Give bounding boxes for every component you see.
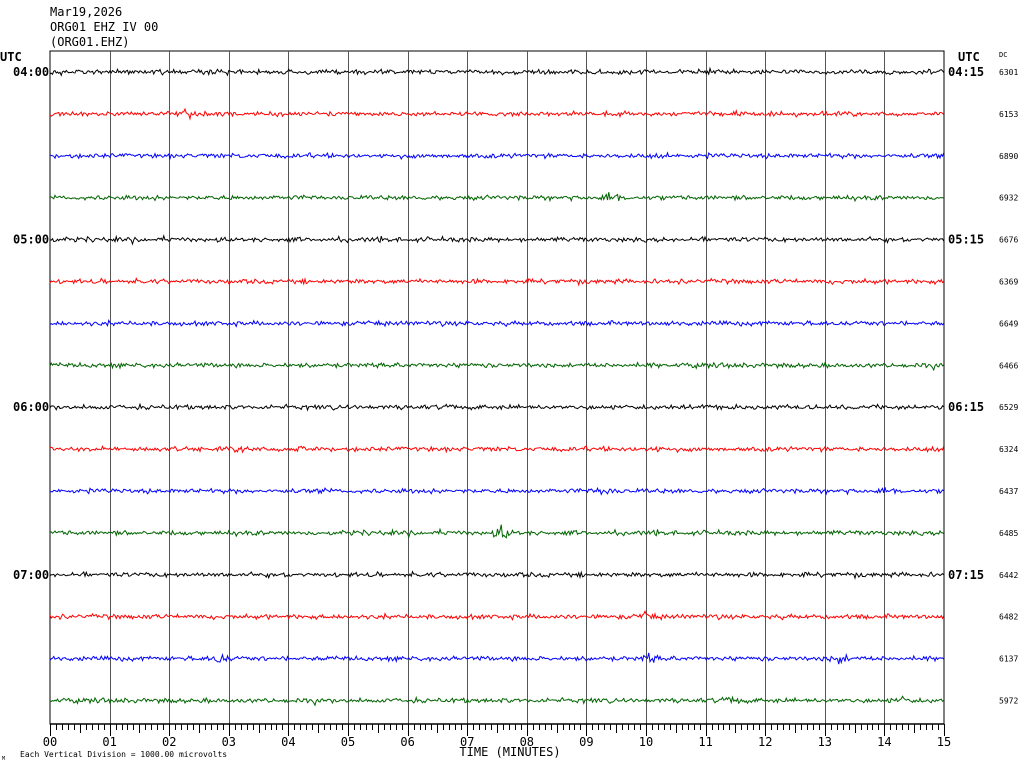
dc-offset-value: 6529 (999, 403, 1018, 412)
dc-offset-value: 6932 (999, 194, 1018, 203)
seismic-trace (49, 610, 945, 622)
hour-label-left: 05:00 (13, 233, 49, 247)
header-channel: ORG01 EHZ IV 00 (50, 20, 159, 34)
dc-offset-value: 6437 (999, 487, 1018, 496)
x-tick-label: 13 (818, 735, 832, 749)
utc-label-left: UTC (0, 50, 22, 64)
dc-offset-value: 6301 (999, 68, 1018, 77)
x-tick-label: 12 (758, 735, 772, 749)
x-tick-label: 08 (520, 735, 534, 749)
x-axis-title: TIME (MINUTES) (459, 745, 560, 759)
hour-label-right: 04:15 (948, 65, 984, 79)
x-tick-label: 06 (400, 735, 414, 749)
seismic-trace (49, 652, 945, 665)
x-tick-label: 03 (222, 735, 236, 749)
dc-label: DC (999, 51, 1007, 59)
seismic-trace (49, 695, 944, 707)
seismic-trace (49, 361, 945, 372)
seismic-trace (49, 570, 945, 580)
utc-label-right: UTC (958, 50, 980, 64)
header-station-code: (ORG01.EHZ) (50, 35, 130, 49)
hour-label-right: 07:15 (948, 568, 984, 582)
vertical-division-footnote: Each Vertical Division = 1000.00 microvo… (20, 750, 227, 759)
x-tick-label: 00 (43, 735, 57, 749)
corner-mark: M (2, 756, 5, 762)
dc-offset-value: 6890 (999, 152, 1018, 161)
x-tick-label: 02 (162, 735, 176, 749)
x-tick-label: 14 (877, 735, 891, 749)
seismic-trace (49, 318, 945, 328)
seismic-trace (49, 66, 945, 77)
hour-label-right: 06:15 (948, 400, 984, 414)
dc-offset-value: 6485 (999, 529, 1018, 538)
x-tick-label: 09 (579, 735, 593, 749)
hour-label-left: 07:00 (13, 568, 49, 582)
hour-label-right: 05:15 (948, 233, 984, 247)
seismic-trace (49, 444, 945, 454)
dc-offset-value: 5972 (999, 697, 1018, 706)
grid (49, 50, 945, 736)
seismic-trace (49, 151, 945, 161)
seismic-trace (49, 234, 945, 246)
x-tick-label: 11 (698, 735, 712, 749)
seismic-trace (49, 276, 945, 287)
seismic-trace (49, 524, 945, 539)
x-tick-label: 04 (281, 735, 295, 749)
x-tick-label: 05 (341, 735, 355, 749)
x-tick-label: 15 (937, 735, 951, 749)
x-tick-label: 01 (102, 735, 116, 749)
seismic-trace (49, 486, 945, 496)
x-tick-label: 07 (460, 735, 474, 749)
dc-offset-value: 6137 (999, 655, 1018, 664)
dc-offset-value: 6442 (999, 571, 1018, 580)
dc-offset-value: 6482 (999, 613, 1018, 622)
seismic-trace (49, 192, 944, 203)
header-date: Mar19,2026 (50, 5, 123, 19)
dc-offset-value: 6676 (999, 236, 1018, 245)
plot-frame (49, 50, 945, 725)
dc-offset-value: 6324 (999, 445, 1018, 454)
dc-offset-value: 6466 (999, 361, 1018, 370)
hour-label-left: 04:00 (13, 65, 49, 79)
seismic-trace (49, 402, 945, 412)
hour-label-left: 06:00 (13, 400, 49, 414)
traces (49, 66, 945, 707)
dc-offset-value: 6649 (999, 319, 1018, 328)
seismic-trace (49, 107, 945, 121)
x-tick-label: 10 (639, 735, 653, 749)
dc-offset-value: 6369 (999, 278, 1018, 287)
labels: 00 01 02 03 04 05 06 07 08 09 10 11 12 13 14 15 04:00 04:… (13, 65, 1018, 749)
dc-offset-value: 6153 (999, 110, 1018, 119)
